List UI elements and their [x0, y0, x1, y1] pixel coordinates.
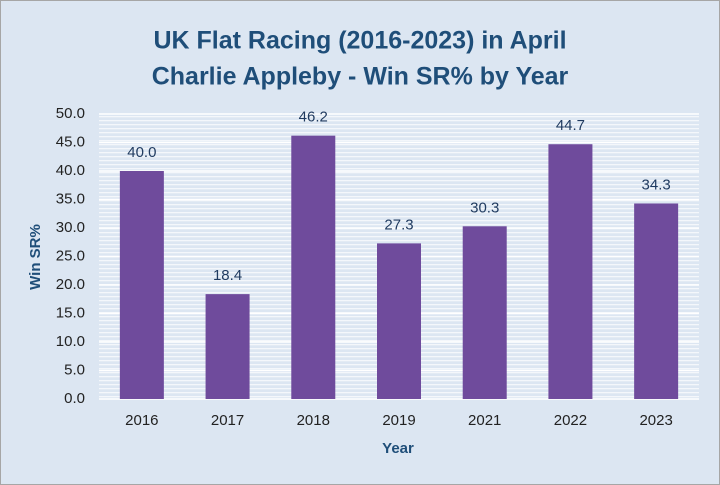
y-tick-label: 10.0 — [56, 333, 85, 350]
y-tick-label: 35.0 — [56, 190, 85, 207]
y-tick-label: 30.0 — [56, 219, 85, 236]
bar — [119, 171, 164, 399]
data-label: 18.4 — [213, 267, 242, 284]
bar — [548, 144, 593, 399]
chart-title: UK Flat Racing (2016-2023) in April — [153, 27, 566, 55]
chart-title: Charlie Appleby - Win SR% by Year — [152, 63, 569, 91]
bar — [377, 243, 421, 399]
data-label: 27.3 — [384, 216, 413, 233]
bar — [205, 294, 250, 399]
bar — [291, 135, 336, 399]
data-label: 30.3 — [470, 199, 499, 216]
y-tick-label: 50.0 — [56, 105, 85, 122]
y-tick-label: 5.0 — [64, 361, 85, 378]
data-label: 44.7 — [556, 117, 585, 134]
data-label: 40.0 — [127, 144, 156, 161]
x-tick-label: 2022 — [554, 412, 587, 429]
data-label: 34.3 — [642, 176, 671, 193]
bar — [462, 226, 507, 399]
y-tick-label: 25.0 — [56, 247, 85, 264]
x-tick-label: 2021 — [468, 412, 501, 429]
x-tick-label: 2023 — [639, 412, 672, 429]
y-tick-label: 45.0 — [56, 133, 85, 150]
y-axis-title: Win SR% — [27, 224, 44, 290]
y-tick-label: 15.0 — [56, 304, 85, 321]
y-tick-label: 0.0 — [64, 390, 85, 407]
data-label: 46.2 — [299, 109, 328, 126]
x-tick-label: 2018 — [297, 412, 330, 429]
x-tick-label: 2017 — [211, 412, 244, 429]
x-tick-label: 2016 — [125, 412, 158, 429]
x-axis-title: Year — [382, 440, 414, 457]
y-tick-label: 20.0 — [56, 276, 85, 293]
bar — [634, 203, 679, 399]
y-tick-label: 40.0 — [56, 162, 85, 179]
x-tick-label: 2019 — [382, 412, 415, 429]
